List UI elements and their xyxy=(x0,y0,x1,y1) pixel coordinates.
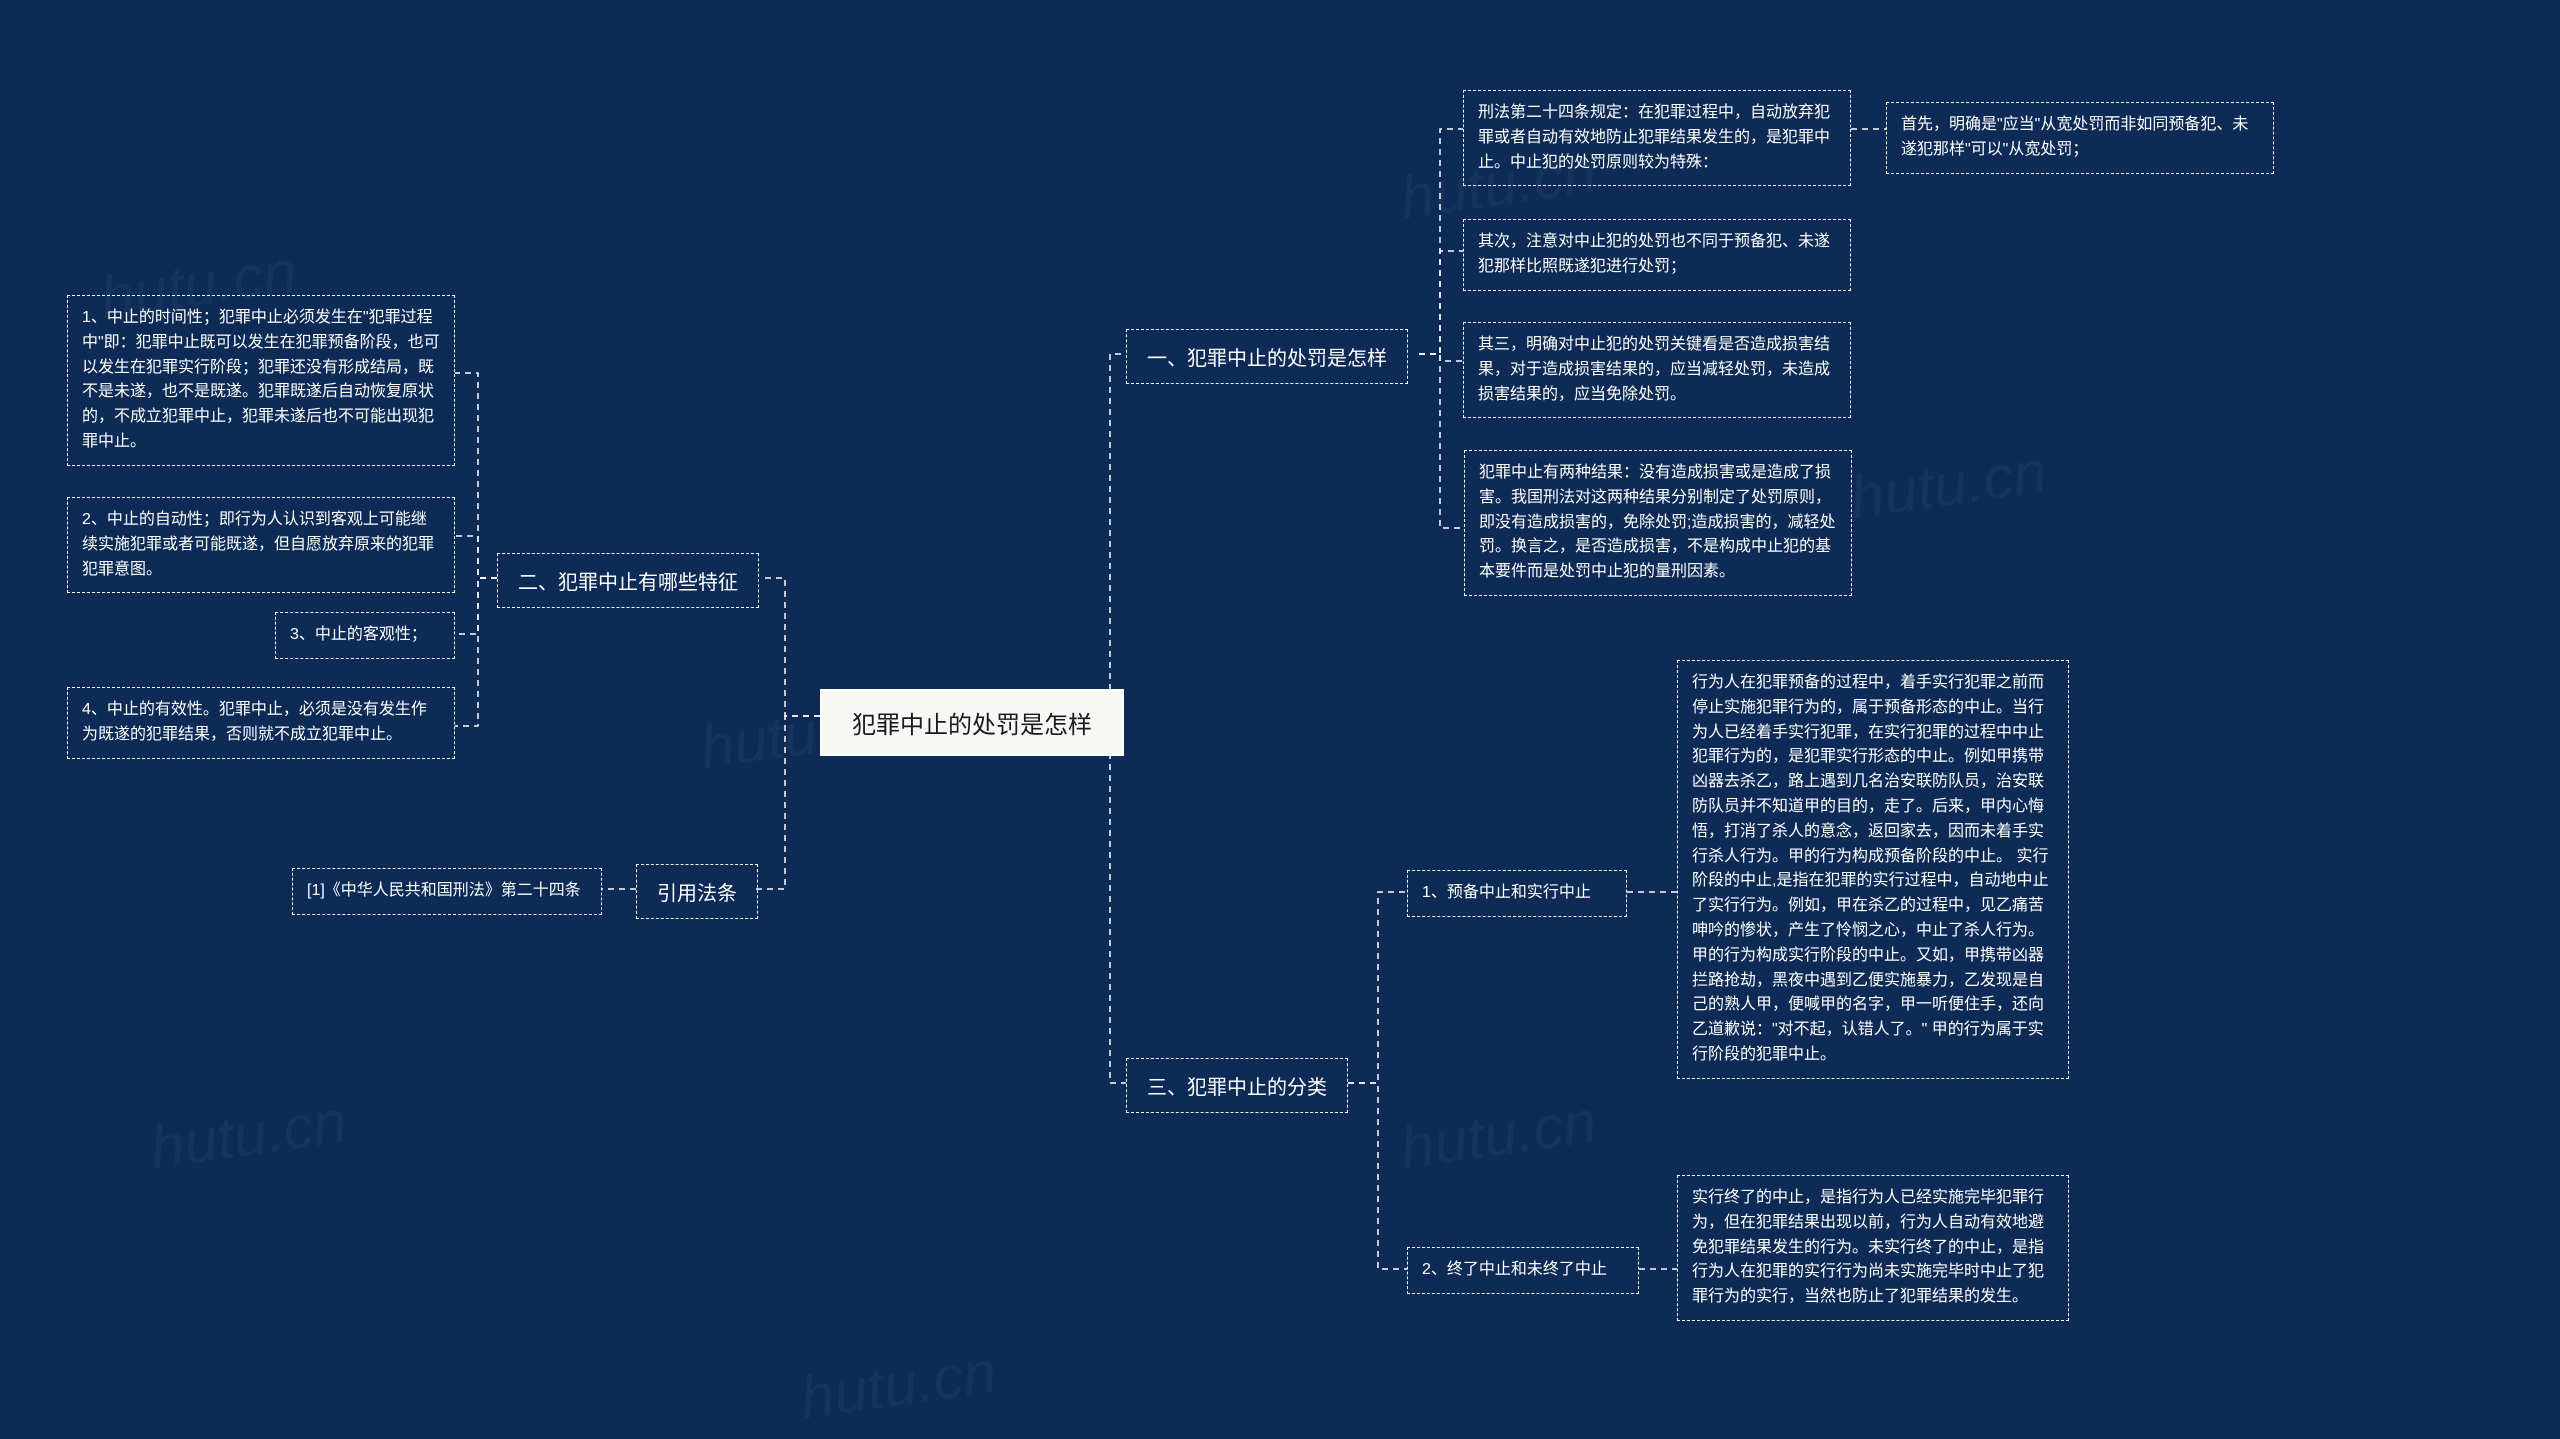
watermark: hutu.cn xyxy=(1846,437,2051,533)
branch-node-ref: 引用法条 xyxy=(636,864,758,919)
leaf-node-1-1a: 首先，明确是"应当"从宽处罚而非如同预备犯、未遂犯那样"可以"从宽处罚； xyxy=(1886,102,2274,174)
leaf-node-3-1a: 行为人在犯罪预备的过程中，着手实行犯罪之前而停止实施犯罪行为的，属于预备形态的中… xyxy=(1677,660,2069,1079)
watermark: hutu.cn xyxy=(796,1337,1001,1433)
watermark: hutu.cn xyxy=(1396,1087,1601,1183)
watermark: hutu.cn xyxy=(146,1087,351,1183)
leaf-node-2-4: 4、中止的有效性。犯罪中止，必须是没有发生作为既遂的犯罪结果，否则就不成立犯罪中… xyxy=(67,687,455,759)
branch-node-3: 三、犯罪中止的分类 xyxy=(1126,1058,1348,1113)
leaf-node-1-3: 其三，明确对中止犯的处罚关键看是否造成损害结果，对于造成损害结果的，应当减轻处罚… xyxy=(1463,322,1851,418)
branch-node-1: 一、犯罪中止的处罚是怎样 xyxy=(1126,329,1408,384)
leaf-node-3-1: 1、预备中止和实行中止 xyxy=(1407,870,1627,917)
leaf-node-2-2: 2、中止的自动性；即行为人认识到客观上可能继续实施犯罪或者可能既遂，但自愿放弃原… xyxy=(67,497,455,593)
leaf-node-1-4: 犯罪中止有两种结果：没有造成损害或是造成了损害。我国刑法对这两种结果分别制定了处… xyxy=(1464,450,1852,596)
leaf-node-ref-1: [1]《中华人民共和国刑法》第二十四条 xyxy=(292,868,602,915)
leaf-node-3-2: 2、终了中止和未终了中止 xyxy=(1407,1247,1639,1294)
leaf-node-2-1: 1、中止的时间性；犯罪中止必须发生在"犯罪过程中"即：犯罪中止既可以发生在犯罪预… xyxy=(67,295,455,466)
center-node: 犯罪中止的处罚是怎样 xyxy=(820,689,1124,756)
leaf-node-1-1: 刑法第二十四条规定：在犯罪过程中，自动放弃犯罪或者自动有效地防止犯罪结果发生的，… xyxy=(1463,90,1851,186)
branch-node-2: 二、犯罪中止有哪些特征 xyxy=(497,553,759,608)
leaf-node-1-2: 其次，注意对中止犯的处罚也不同于预备犯、未遂犯那样比照既遂犯进行处罚； xyxy=(1463,219,1851,291)
leaf-node-3-2a: 实行终了的中止，是指行为人已经实施完毕犯罪行为，但在犯罪结果出现以前，行为人自动… xyxy=(1677,1175,2069,1321)
leaf-node-2-3: 3、中止的客观性； xyxy=(275,612,455,659)
